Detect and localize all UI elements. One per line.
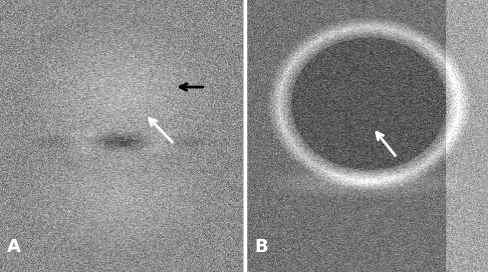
Text: B: B bbox=[254, 238, 267, 256]
Text: A: A bbox=[7, 238, 21, 256]
